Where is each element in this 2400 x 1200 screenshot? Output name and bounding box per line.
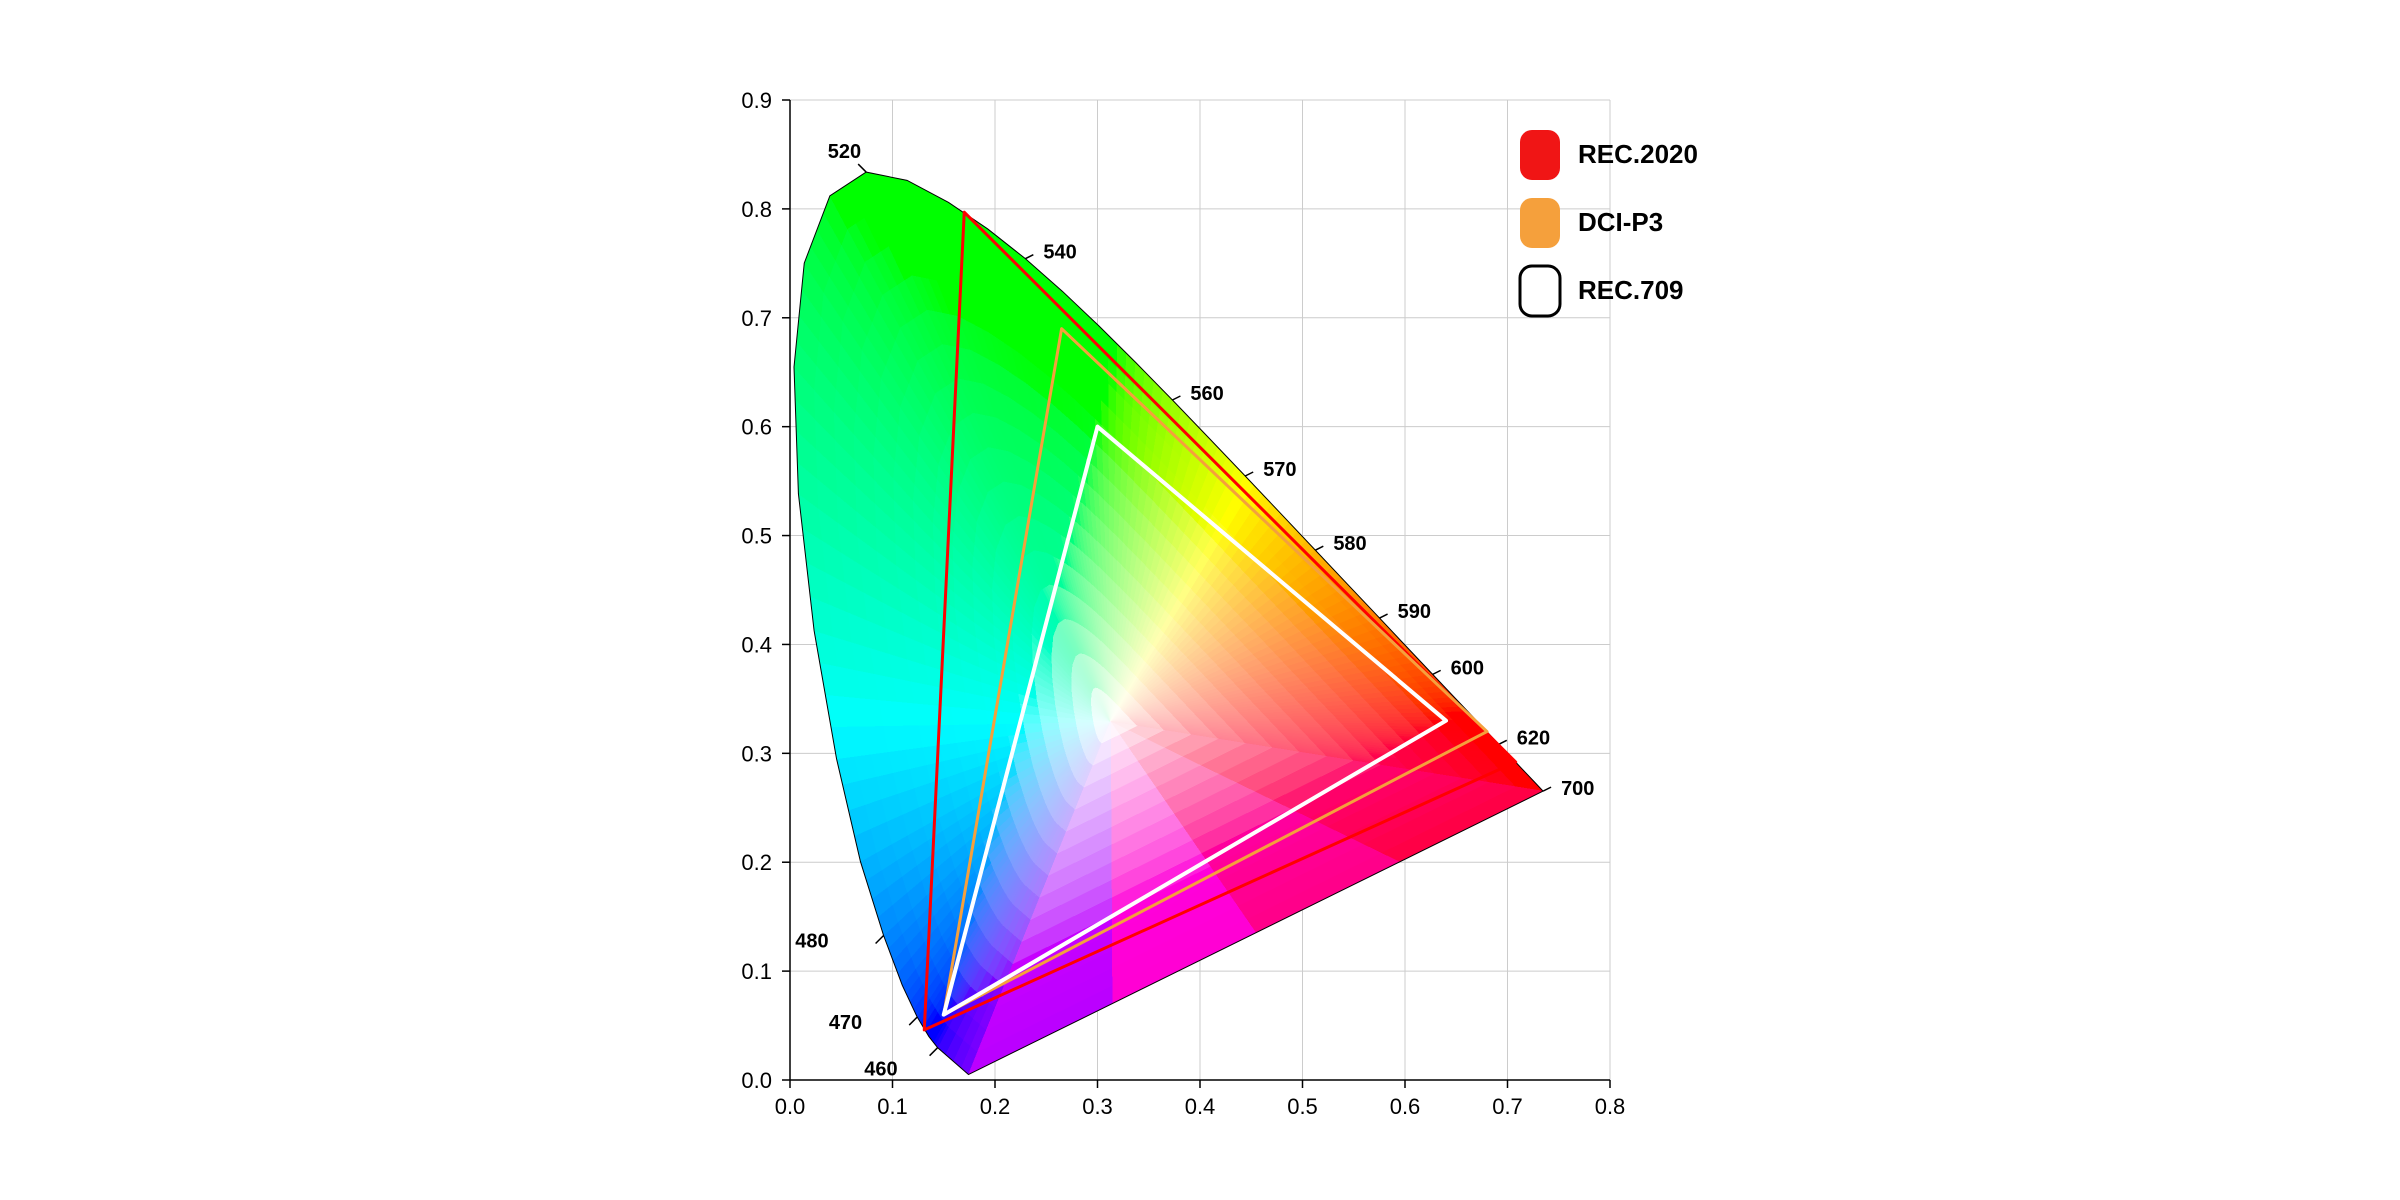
wavelength-label: 570 (1263, 459, 1296, 481)
x-tick-label: 0.4 (1185, 1094, 1216, 1119)
chromaticity-fill (794, 172, 1543, 1074)
legend: REC.2020 DCI-P3 REC.709 (1520, 130, 1698, 316)
y-tick-label: 0.4 (741, 632, 772, 657)
x-tick-label: 0.2 (980, 1094, 1011, 1119)
wavelength-label: 460 (864, 1059, 897, 1081)
y-tick-label: 0.1 (741, 959, 772, 984)
wavelength-label: 600 (1451, 657, 1484, 679)
wavelength-label: 700 (1561, 778, 1594, 800)
y-tick-label: 0.0 (741, 1068, 772, 1093)
wavelength-label: 560 (1190, 383, 1223, 405)
wavelength-label: 540 (1043, 242, 1076, 264)
y-tick-label: 0.9 (741, 88, 772, 113)
y-tick-label: 0.7 (741, 306, 772, 331)
y-tick-label: 0.5 (741, 524, 772, 549)
x-tick-label: 0.1 (877, 1094, 908, 1119)
legend-label-dcip3: DCI-P3 (1578, 207, 1663, 237)
y-tick-label: 0.8 (741, 197, 772, 222)
chromaticity-diagram: 0.0 0.1 0.2 0.3 0.4 0.5 0.6 0.7 0.8 0.0 0.1 0.2 0.3 0… (0, 0, 2400, 1200)
y-tick-label: 0.2 (741, 850, 772, 875)
wavelength-label: 470 (829, 1012, 862, 1034)
wavelength-label: 520 (828, 141, 861, 163)
x-tick-label: 0.3 (1082, 1094, 1113, 1119)
y-tick-label: 0.6 (741, 415, 772, 440)
legend-label-rec709: REC.709 (1578, 275, 1684, 305)
legend-swatch-dcip3 (1520, 198, 1560, 248)
chart-svg: 0.0 0.1 0.2 0.3 0.4 0.5 0.6 0.7 0.8 0.0 0.1 0.2 0.3 0… (650, 50, 1750, 1150)
wavelength-label: 590 (1398, 601, 1431, 623)
wavelength-label: 480 (795, 931, 828, 953)
x-tick-label: 0.8 (1595, 1094, 1626, 1119)
y-tick-label: 0.3 (741, 741, 772, 766)
legend-label-rec2020: REC.2020 (1578, 139, 1698, 169)
x-tick-label: 0.6 (1390, 1094, 1421, 1119)
wavelength-label: 620 (1517, 727, 1550, 749)
x-tick-label: 0.7 (1492, 1094, 1523, 1119)
x-tick-label: 0.5 (1287, 1094, 1318, 1119)
x-tick-label: 0.0 (775, 1094, 806, 1119)
wavelength-label: 580 (1333, 533, 1366, 555)
legend-swatch-rec709 (1520, 266, 1560, 316)
legend-swatch-rec2020 (1520, 130, 1560, 180)
